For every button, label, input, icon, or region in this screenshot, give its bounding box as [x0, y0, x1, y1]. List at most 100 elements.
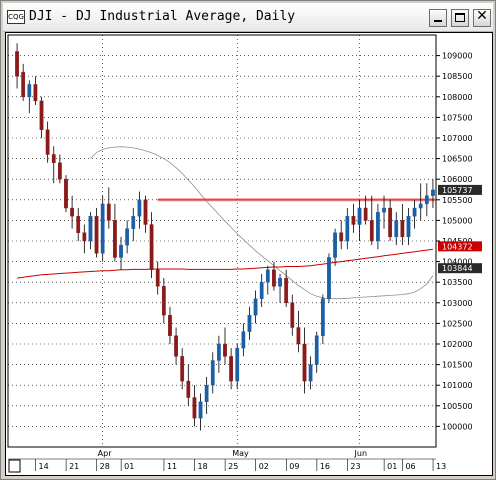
- day-label: 09: [289, 462, 299, 471]
- candle-body: [204, 385, 209, 402]
- y-tick-label: 102500: [442, 319, 473, 328]
- candle-body: [388, 207, 393, 238]
- candle-body: [113, 220, 117, 258]
- y-tick-label: 105500: [442, 196, 473, 205]
- candle-body: [272, 269, 276, 287]
- candle-body: [247, 314, 252, 332]
- day-label: 01: [387, 462, 397, 471]
- candle-body: [155, 269, 160, 287]
- candle-body: [308, 364, 313, 382]
- candlestick-chart[interactable]: 100000 100500 101000 101500 102000 102500 1030…: [6, 33, 492, 475]
- day-label: 01: [124, 462, 134, 471]
- minimize-icon: [434, 20, 442, 22]
- candle-body: [394, 220, 399, 238]
- day-label: 14: [39, 462, 49, 471]
- candle-body: [284, 277, 289, 304]
- candle-body: [265, 269, 270, 283]
- y-tick-label: 101500: [442, 361, 473, 370]
- minimize-button[interactable]: [429, 9, 447, 27]
- candle-body: [21, 71, 26, 97]
- candle-body: [223, 343, 227, 357]
- candle-body: [94, 216, 99, 254]
- candle-body: [327, 257, 331, 299]
- candle-body: [174, 335, 178, 357]
- candle-body: [320, 298, 325, 336]
- chart-app-icon[interactable]: CQG: [7, 10, 25, 24]
- candle-body: [180, 356, 185, 382]
- title-bar[interactable]: CQG DJI - DJ Industrial Average, Daily ✕: [3, 3, 493, 32]
- candle-body: [39, 100, 44, 130]
- candle-body: [296, 327, 301, 345]
- day-label: 06: [405, 462, 415, 471]
- day-label: 18: [198, 462, 208, 471]
- y-tick-label: 100500: [442, 402, 473, 411]
- month-label: May: [232, 449, 249, 458]
- candle-body: [186, 380, 191, 398]
- candle-body: [382, 207, 386, 213]
- candle-body: [100, 203, 105, 254]
- y-tick-label: 101000: [442, 381, 473, 390]
- y-tick-label: 108000: [442, 93, 473, 102]
- candle-body: [217, 343, 221, 361]
- candle-body: [15, 51, 19, 77]
- candle-body: [369, 220, 374, 242]
- candle-body: [76, 216, 81, 233]
- candle-body: [106, 203, 111, 221]
- candle-body: [339, 232, 344, 242]
- candle-body: [278, 277, 282, 287]
- month-label: Apr: [98, 449, 113, 458]
- price-tag: [438, 241, 482, 252]
- candle-body: [418, 203, 423, 209]
- candle-body: [357, 207, 362, 225]
- y-tick-label: 102000: [442, 340, 473, 349]
- day-label: 13: [436, 462, 446, 471]
- candle-body: [161, 286, 166, 316]
- candle-body: [82, 232, 87, 242]
- y-tick-label: 107500: [442, 113, 473, 122]
- y-tick-label: 104000: [442, 258, 473, 267]
- candle-body: [149, 224, 154, 271]
- maximize-icon: [455, 13, 465, 22]
- candle-body: [259, 281, 264, 299]
- candle-body: [229, 356, 233, 382]
- candle-body: [70, 207, 74, 217]
- maximize-button[interactable]: [451, 9, 469, 27]
- price-tag: [438, 263, 482, 274]
- price-tag: [438, 184, 482, 195]
- candle-body: [33, 84, 38, 102]
- price-tag-label: 104372: [442, 242, 473, 251]
- candle-body: [45, 129, 50, 155]
- day-label: 25: [228, 462, 238, 471]
- candle-body: [192, 397, 197, 419]
- candle-body: [363, 207, 368, 221]
- candle-body: [424, 195, 429, 205]
- ma-long-line: [17, 248, 433, 279]
- candle-body: [210, 360, 215, 386]
- y-tick-label: 108500: [442, 72, 473, 81]
- close-icon: ✕: [476, 8, 488, 24]
- candle-body: [406, 216, 411, 238]
- candle-body: [198, 401, 203, 419]
- chart-area[interactable]: 100000 100500 101000 101500 102000 102500 1030…: [5, 32, 493, 476]
- candle-body: [400, 220, 405, 238]
- candle-body: [431, 189, 435, 196]
- candle-body: [302, 343, 307, 382]
- candle-body: [131, 216, 136, 229]
- price-tag-label: 105737: [442, 186, 473, 195]
- month-label: Jun: [354, 449, 368, 458]
- window-title: DJI - DJ Industrial Average, Daily: [29, 9, 296, 24]
- close-button[interactable]: ✕: [473, 8, 491, 27]
- day-label: 11: [167, 462, 177, 471]
- candle-body: [88, 216, 93, 242]
- candle-body: [57, 162, 62, 180]
- candle-body: [27, 84, 32, 97]
- candle-body: [376, 211, 380, 242]
- candle-body: [290, 302, 295, 328]
- candle-body: [119, 244, 123, 258]
- y-tick-label: 105000: [442, 216, 473, 225]
- candle-body: [143, 199, 148, 225]
- date-scroll-box: [8, 459, 21, 473]
- candle-body: [241, 331, 246, 349]
- day-label: 21: [69, 462, 79, 471]
